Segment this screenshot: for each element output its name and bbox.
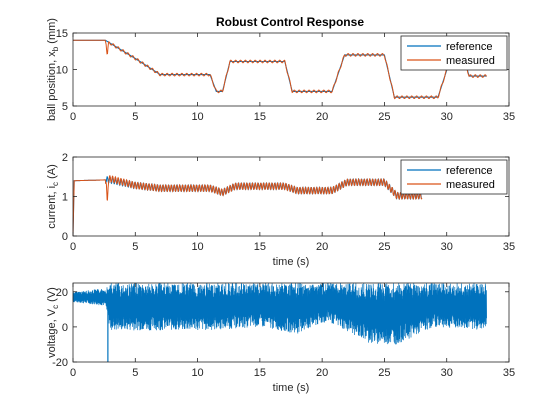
y-tick-label: 1: [62, 192, 68, 204]
axes-frame: [72, 282, 510, 363]
y-tick-label: 2: [62, 152, 68, 164]
x-tick-label: 0: [70, 241, 76, 253]
y-axis-label: current, ic (A): [46, 164, 60, 229]
x-tick-label: 15: [254, 241, 266, 253]
y-axis-label-main: current, i: [46, 186, 58, 229]
x-tick-label: 5: [132, 241, 138, 253]
legend-entry: measured: [446, 55, 495, 67]
x-tick-label: 35: [503, 367, 515, 379]
x-tick-label: 30: [441, 111, 453, 123]
y-tick-label: 20: [56, 287, 68, 299]
y-axis-label-main: ball position, x: [46, 51, 58, 121]
y-axis-label-subscript: b: [51, 46, 60, 51]
y-axis-label-unit: (A): [46, 164, 58, 182]
y-axis-label: ball position, xb (mm): [46, 18, 60, 121]
y-tick-label: -20: [52, 357, 68, 369]
chart-title: Robust Control Response: [216, 15, 364, 29]
legend-entry: reference: [446, 165, 492, 177]
x-tick-label: 35: [503, 241, 515, 253]
x-tick-label: 0: [70, 367, 76, 379]
y-tick-label: 0: [62, 322, 68, 334]
y-axis-label-subscript: c: [51, 182, 60, 186]
legend-box: [400, 35, 508, 71]
x-tick-label: 5: [132, 367, 138, 379]
y-axis-label-unit: (mm): [46, 18, 58, 47]
y-tick-label: 5: [62, 101, 68, 113]
x-tick-label: 20: [316, 241, 328, 253]
x-tick-label: 15: [254, 367, 266, 379]
x-tick-label: 10: [191, 241, 203, 253]
x-axis-label: time (s): [273, 382, 310, 394]
x-tick-label: 20: [316, 111, 328, 123]
x-tick-label: 20: [316, 367, 328, 379]
x-tick-label: 10: [191, 111, 203, 123]
y-tick-label: 10: [56, 65, 68, 77]
series-measured-line: [72, 175, 423, 237]
y-tick-label: 0: [62, 231, 68, 243]
x-tick-label: 5: [132, 111, 138, 123]
x-tick-label: 35: [503, 111, 515, 123]
x-tick-label: 25: [378, 241, 390, 253]
legend-entry: reference: [446, 41, 492, 53]
series-measured-line: [73, 39, 488, 100]
legend-entry: measured: [446, 179, 495, 191]
y-axis-label-subscript: c: [51, 305, 60, 309]
legend-box: [400, 159, 508, 195]
y-axis-label: voltage, Vc (V): [46, 287, 60, 358]
y-tick-label: 15: [56, 28, 68, 40]
series-voltage-line: [72, 282, 487, 345]
x-tick-label: 25: [378, 367, 390, 379]
plot-current: 0 5 10 15 20 25 30 35 0 1 2 time (s) current, ic (A)…: [46, 152, 515, 268]
y-axis-label-main: voltage, V: [46, 308, 58, 358]
y-axis-label-unit: (V): [46, 287, 58, 305]
x-tick-label: 30: [441, 241, 453, 253]
x-tick-label: 25: [378, 111, 390, 123]
x-axis-label: time (s): [273, 256, 310, 268]
x-tick-label: 0: [70, 111, 76, 123]
x-tick-label: 30: [441, 367, 453, 379]
x-tick-label: 10: [191, 367, 203, 379]
x-tick-label: 15: [254, 111, 266, 123]
